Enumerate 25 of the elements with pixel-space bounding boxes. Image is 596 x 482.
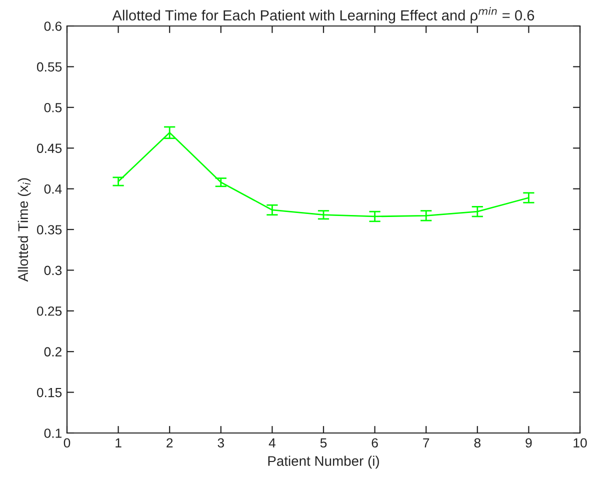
y-tick-label: 0.3 <box>44 266 62 276</box>
x-tick-label: 0 <box>64 438 70 448</box>
x-tick-label: 7 <box>423 438 430 448</box>
y-tick-label: 0.25 <box>36 306 62 316</box>
y-tick-label: 0.6 <box>44 22 62 31</box>
chart-title: Allotted Time for Each Patient with Learning Effect and ρ$^{min}$ = 0.6 <box>112 7 534 24</box>
y-tick-label: 0.45 <box>36 144 62 154</box>
y-tick-label: 0.55 <box>36 62 62 72</box>
y-tick-label: 0.15 <box>36 388 62 398</box>
x-tick-label: 6 <box>372 438 378 448</box>
x-tick-label: 10 <box>574 438 587 448</box>
x-axis-title: Patient Number (i) <box>268 456 379 469</box>
x-tick-label: 5 <box>320 438 327 448</box>
x-tick-label: 4 <box>268 438 276 448</box>
x-tick-label: 1 <box>116 438 122 448</box>
y-tick-label: 0.35 <box>36 225 62 234</box>
y-tick-label: 0.1 <box>44 428 62 438</box>
y-tick-label: 0.4 <box>44 184 62 194</box>
y-tick-label: 0.5 <box>44 102 62 112</box>
x-tick-label: 2 <box>166 438 173 448</box>
y-axis-title: Allotted Time (x$_{i}$) <box>18 178 31 282</box>
y-tick-label: 0.2 <box>44 347 62 357</box>
x-tick-label: 3 <box>218 438 224 448</box>
x-tick-label: 9 <box>526 438 532 448</box>
x-tick-label: 8 <box>474 438 480 448</box>
